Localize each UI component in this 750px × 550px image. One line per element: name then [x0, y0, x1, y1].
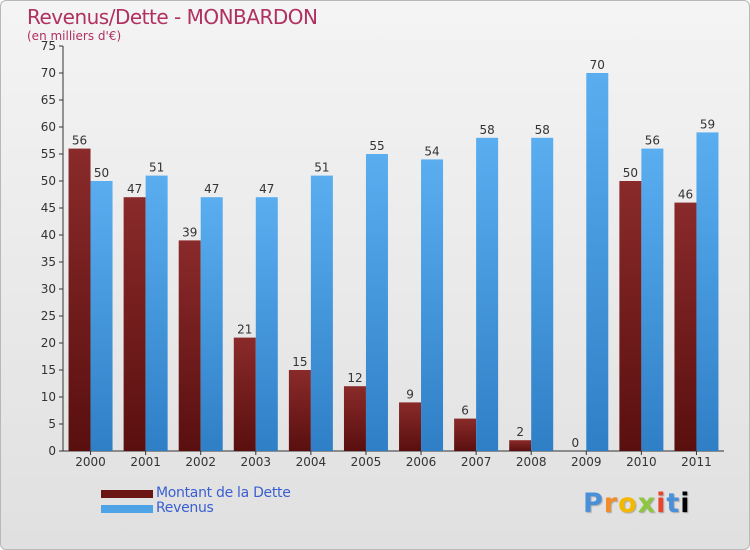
- bar-revenue-value-label: 54: [424, 144, 439, 158]
- legend-label-revenue: Revenus: [156, 500, 214, 516]
- bar-revenue: [145, 175, 168, 451]
- y-tick-label: 45: [41, 201, 56, 215]
- y-tick-label: 70: [41, 66, 56, 80]
- y-tick-label: 55: [41, 147, 56, 161]
- y-tick-label: 15: [41, 363, 56, 377]
- bar-revenue-value-label: 58: [479, 123, 494, 137]
- x-tick-label: 2005: [351, 455, 382, 469]
- x-tick-label: 2006: [406, 455, 437, 469]
- bar-revenue: [365, 154, 388, 451]
- x-tick-label: 2011: [681, 455, 712, 469]
- bar-revenue: [200, 197, 223, 451]
- y-tick-label: 65: [41, 93, 56, 107]
- y-tick-label: 60: [41, 120, 56, 134]
- value-labels: 56 47 39 21 15 12 9 6 2 0 50 46 50 51 47 47 51 55 54 58 58 70…: [72, 58, 715, 450]
- y-tick-label: 75: [41, 39, 56, 53]
- y-tick-label: 0: [48, 444, 56, 458]
- bar-debt-value-label: 15: [292, 355, 307, 369]
- bar-debt-value-label: 46: [678, 188, 693, 202]
- bar-revenue-value-label: 50: [94, 166, 109, 180]
- y-tick-label: 30: [41, 282, 56, 296]
- bar-debt-value-label: 2: [516, 425, 524, 439]
- legend-label-debt: Montant de la Dette: [156, 485, 291, 501]
- bar-debt: [454, 418, 477, 451]
- bar-debt: [509, 440, 532, 451]
- bar-revenue: [696, 132, 719, 451]
- bar-revenue: [476, 137, 499, 452]
- x-tick-label: 2002: [185, 455, 216, 469]
- x-tick-label: 2001: [130, 455, 161, 469]
- chart-title: Revenus/Dette - MONBARDON: [27, 5, 318, 29]
- proxiti-logo: Proxiti: [583, 488, 691, 519]
- bar-debt-value-label: 6: [461, 404, 469, 418]
- bar-debt: [343, 386, 366, 451]
- y-tick-label: 10: [41, 390, 56, 404]
- x-tick-label: 2000: [75, 455, 106, 469]
- bar-debt-value-label: 50: [623, 166, 638, 180]
- x-tick-label: 2003: [241, 455, 272, 469]
- bar-debt-value-label: 47: [127, 182, 142, 196]
- bar-revenue-value-label: 47: [204, 182, 219, 196]
- bar-debt-value-label: 9: [406, 387, 414, 401]
- legend-swatch-revenue: [101, 505, 153, 513]
- y-tick-label: 20: [41, 336, 56, 350]
- bar-revenue: [531, 137, 554, 452]
- x-tick-label: 2007: [461, 455, 492, 469]
- bar-debt-value-label: 56: [72, 134, 87, 148]
- bars: [68, 73, 719, 452]
- bar-debt: [178, 240, 201, 451]
- x-tick-label: 2009: [571, 455, 602, 469]
- bar-debt-value-label: 39: [182, 225, 197, 239]
- bar-revenue: [90, 181, 113, 451]
- y-tick-label: 40: [41, 228, 56, 242]
- bar-revenue-value-label: 55: [369, 139, 384, 153]
- bar-revenue: [641, 148, 664, 451]
- bar-debt-value-label: 21: [237, 323, 252, 337]
- bar-revenue-value-label: 59: [700, 117, 715, 131]
- bar-debt: [123, 197, 146, 451]
- bar-revenue-value-label: 51: [149, 161, 164, 175]
- bar-debt: [619, 181, 642, 451]
- bar-revenue-value-label: 47: [259, 182, 274, 196]
- x-tick-label: 2008: [516, 455, 547, 469]
- bar-revenue-value-label: 51: [314, 161, 329, 175]
- chart-subtitle: (en milliers d'€): [27, 29, 122, 43]
- bar-debt-value-label: 0: [571, 436, 579, 450]
- x-tick-label: 2010: [626, 455, 657, 469]
- y-tick-label: 5: [48, 417, 56, 431]
- bar-debt: [233, 337, 256, 451]
- bar-revenue: [310, 175, 333, 451]
- bar-revenue-value-label: 56: [645, 134, 660, 148]
- bar-revenue: [255, 197, 278, 451]
- bar-debt-value-label: 12: [347, 371, 362, 385]
- bar-debt: [399, 402, 422, 451]
- y-tick-label: 25: [41, 309, 56, 323]
- bar-debt: [68, 148, 91, 451]
- y-tick-label: 35: [41, 255, 56, 269]
- bar-debt: [288, 370, 311, 451]
- bar-debt: [674, 202, 697, 451]
- bar-revenue-value-label: 58: [535, 123, 550, 137]
- y-tick-label: 50: [41, 174, 56, 188]
- legend-swatch-debt: [101, 490, 153, 498]
- bar-revenue: [586, 73, 609, 451]
- bar-revenue: [421, 159, 444, 451]
- bar-revenue-value-label: 70: [590, 58, 605, 72]
- x-tick-label: 2004: [296, 455, 327, 469]
